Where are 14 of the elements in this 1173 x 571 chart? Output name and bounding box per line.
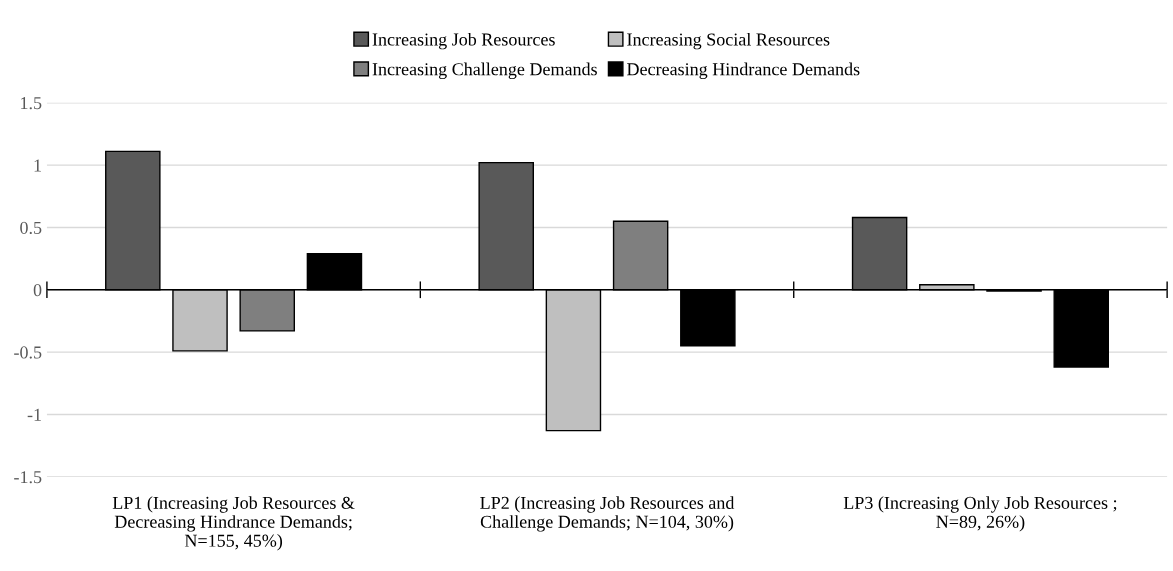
legend-label: Increasing Social Resources <box>627 32 830 50</box>
y-tick-label: 1.5 <box>21 97 42 110</box>
legend-label: Decreasing Hindrance Demands <box>627 62 860 80</box>
y-tick-label: 0.5 <box>20 221 42 234</box>
x-tick-label: LP1 (Increasing Job Resources & Decreasing Hindrance Demands; N=155, 45%) <box>112 496 355 551</box>
y-tick-label: 0 <box>33 284 42 297</box>
legend-label: Increasing Job Resources <box>372 32 555 50</box>
y-tick-label: -0.5 <box>14 346 42 359</box>
legend-label: Increasing Challenge Demands <box>372 62 597 80</box>
y-tick-label: 1 <box>34 159 41 172</box>
x-tick-label: LP3 (Increasing Only Job Resources ; N=89, 26%) <box>843 496 1117 532</box>
y-tick-label: -1 <box>27 408 41 421</box>
y-tick-label: -1.5 <box>14 471 42 484</box>
x-tick-label: LP2 (Increasing Job Resources and Challenge Demands; N=104, 30%) <box>480 496 735 532</box>
